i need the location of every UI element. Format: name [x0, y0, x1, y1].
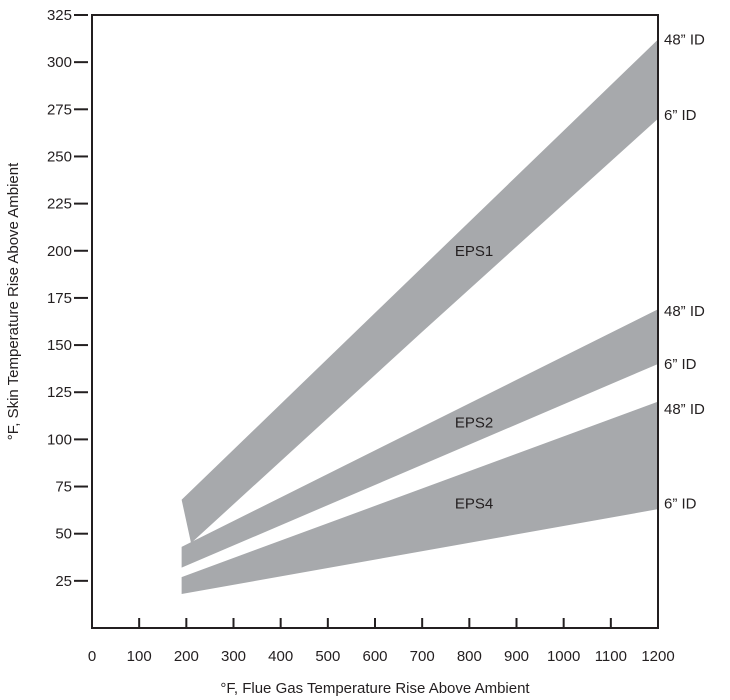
x-tick-label: 400	[268, 648, 293, 665]
band-label-eps2: EPS2	[455, 414, 493, 431]
y-tick-label: 150	[47, 337, 72, 354]
ticks-layer: 25 50 75 100 125 150 175 200 225 250 275 300 325 0 100…	[47, 7, 675, 665]
x-tick-label: 800	[457, 648, 482, 665]
x-tick-label: 300	[221, 648, 246, 665]
y-tick-label: 275	[47, 101, 72, 118]
y-axis-title: °F, Skin Temperature Rise Above Ambient	[5, 162, 22, 440]
x-tick-label: 1000	[547, 648, 580, 665]
y-tick-label: 175	[47, 290, 72, 307]
y-tick-label: 325	[47, 7, 72, 24]
band-eps1	[181, 39, 658, 544]
x-tick-label: 1100	[595, 648, 627, 665]
band-label-eps1: EPS1	[455, 243, 493, 260]
x-tick-label: 1200	[641, 648, 674, 665]
x-tick-label: 0	[88, 648, 96, 665]
y-tick-label: 50	[55, 526, 72, 543]
y-tick-label: 75	[55, 479, 72, 496]
x-tick-label: 900	[504, 648, 529, 665]
x-axis-title: °F, Flue Gas Temperature Rise Above Ambi…	[220, 680, 530, 697]
diameter-label: 48” ID	[664, 303, 705, 320]
diameter-label: 6” ID	[664, 356, 697, 373]
y-tick-label: 125	[47, 384, 72, 401]
x-tick-label: 200	[174, 648, 199, 665]
band-eps2	[181, 309, 658, 568]
diameter-label: 6” ID	[664, 496, 697, 513]
diameter-label: 6” ID	[664, 107, 697, 124]
x-tick-label: 100	[127, 648, 152, 665]
y-tick-label: 100	[47, 431, 72, 448]
x-tick-label: 500	[315, 648, 340, 665]
y-tick-label: 225	[47, 196, 72, 213]
y-tick-label: 250	[47, 148, 72, 165]
band-label-eps4: EPS4	[455, 496, 493, 513]
y-tick-label: 300	[47, 54, 72, 71]
band-eps4	[181, 401, 658, 595]
x-tick-label: 600	[362, 648, 387, 665]
diameter-label: 48” ID	[664, 401, 705, 418]
x-tick-label: 700	[410, 648, 435, 665]
y-tick-label: 200	[47, 243, 72, 260]
y-tick-label: 25	[55, 573, 72, 590]
labels-layer: EPS1 EPS2 EPS4 48” ID 6” ID 48” ID 6” ID 48” ID…	[455, 32, 705, 513]
bands-layer	[181, 39, 658, 595]
diameter-label: 48” ID	[664, 32, 705, 49]
